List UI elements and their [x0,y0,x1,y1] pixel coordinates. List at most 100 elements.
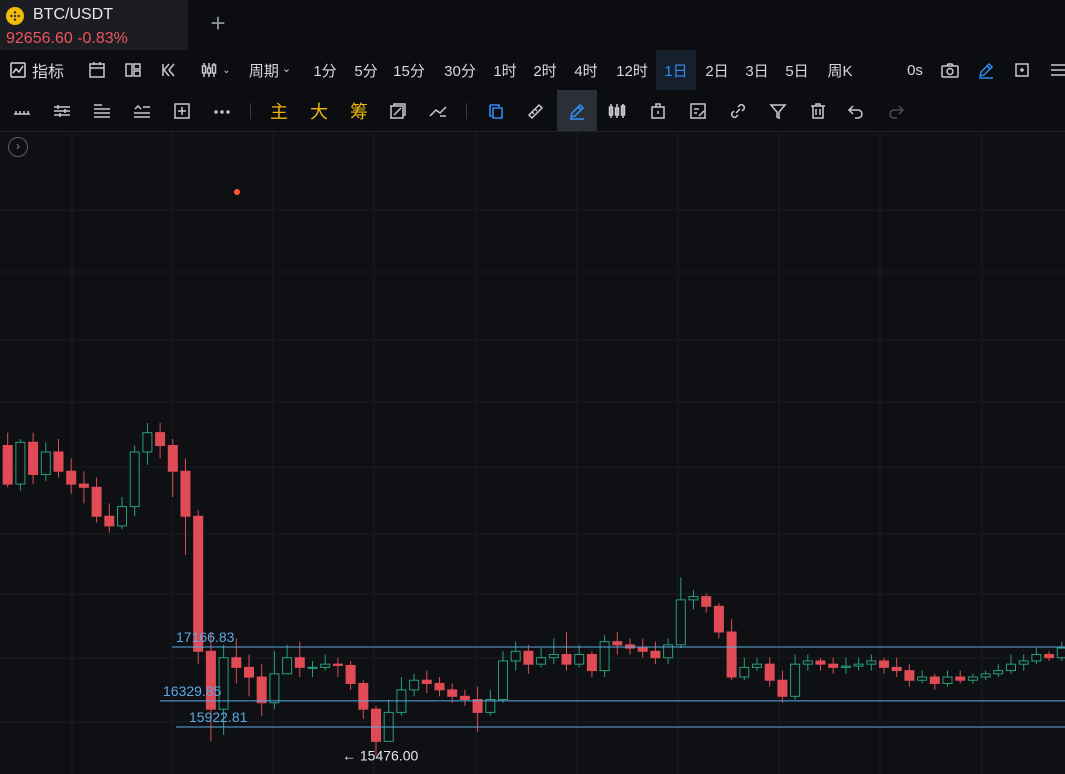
candle [853,657,864,671]
add-tab-button[interactable]: + [210,8,226,38]
trend-line-icon[interactable] [426,90,450,131]
layout-icon[interactable] [122,50,144,90]
candle [459,689,470,706]
candle [688,590,699,610]
trash-icon[interactable] [806,90,830,131]
candle-pattern-icon[interactable] [604,90,630,131]
candle [1006,654,1016,674]
candle [815,657,826,671]
measure-ruler-icon[interactable] [524,90,548,131]
candle [91,477,102,523]
lock-layer-icon[interactable] [646,90,670,131]
interval-12[interactable]: 5日 [785,62,809,80]
candle [66,458,77,494]
candle [117,496,127,530]
interval-13[interactable]: 周K [827,62,853,80]
candle [993,664,1004,678]
calendar-icon[interactable] [86,50,108,90]
pattern-icon[interactable] [130,90,154,131]
link-icon[interactable] [726,90,750,131]
interval-7[interactable]: 4时 [574,62,598,80]
big-order-button[interactable]: 大 [310,101,328,122]
candle [790,654,801,700]
replay-back-icon[interactable] [158,50,180,90]
redo-icon[interactable] [884,90,908,131]
add-window-icon[interactable] [1010,50,1034,90]
candle [371,705,381,756]
chart-grid [0,132,1065,774]
candle [701,593,712,613]
candlestick-chart[interactable]: 17166.83 16329.85 15922.81 ← 15476.00 [0,132,1065,774]
candle [777,670,788,703]
candle [523,644,534,674]
notification-dot [234,189,240,195]
candle [675,577,686,649]
candle [650,641,661,665]
interval-3[interactable]: 15分 [393,62,425,80]
symbol-tab[interactable]: BTC/USDT 92656.60 -0.83% [0,0,188,50]
ruler-icon[interactable] [10,90,34,131]
candle [447,683,458,703]
interval-2[interactable]: 5分 [354,62,378,80]
candle [142,423,153,465]
candle [205,632,216,742]
chart-type-button[interactable]: ⌄ [196,50,234,90]
camera-icon[interactable] [938,50,962,90]
interval-10[interactable]: 2日 [705,62,729,80]
interval-4[interactable]: 30分 [444,62,476,80]
candle [891,657,902,678]
note-icon[interactable] [686,90,710,131]
interval-toolbar: 指标 ⌄ 周期 ⌄ 1分 5分 15分 30分 1时 2时 4时 12时 1日 2日 3日 5日 周K … [0,50,1065,91]
edit-copy-icon[interactable] [386,90,410,131]
candle [269,651,280,710]
interval-5[interactable]: 1时 [493,62,517,80]
candle [345,660,356,690]
candle [663,638,674,665]
candle [498,651,508,703]
interval-1[interactable]: 1分 [313,62,337,80]
candle [739,657,750,681]
chip-distribution-button[interactable]: 筹 [350,101,368,122]
candle [472,686,483,732]
candle [599,635,610,678]
candle [15,439,26,491]
candle [358,680,369,719]
binance-logo-icon [6,7,24,25]
candle [167,439,178,497]
chart-line-icon [8,60,28,80]
candle [2,432,13,488]
candle [78,471,89,504]
interval-9[interactable]: 1日 [656,50,696,90]
candle [434,677,445,697]
interval-8[interactable]: 12时 [616,62,648,80]
candle [548,638,559,665]
interval-11[interactable]: 3日 [745,62,769,80]
candle [561,632,572,671]
candle [244,654,254,697]
main-indicator-button[interactable]: 主 [270,101,288,122]
add-box-icon[interactable] [170,90,194,131]
candle [53,439,64,478]
chevron-down-icon: ⌄ [222,64,231,76]
indicators-button[interactable]: 指标 [8,50,72,90]
sliders-icon[interactable] [50,90,74,131]
undo-icon[interactable] [844,90,868,131]
expand-panel-icon[interactable]: › [8,137,28,157]
low-price-marker: ← 15476.00 [342,748,418,764]
magnet-layer-icon[interactable] [484,90,508,131]
interval-6[interactable]: 2时 [533,62,557,80]
candle [129,445,140,517]
candle [904,664,915,687]
more-icon[interactable] [210,90,234,131]
candle [612,632,623,655]
draw-pencil-icon[interactable] [974,50,998,90]
filter-icon[interactable] [766,90,790,131]
symbol-price-change: 92656.60 -0.83% [6,30,128,48]
candles [2,423,1065,756]
draw-tool-icon[interactable] [557,90,597,131]
candle [625,638,635,655]
indicators-label: 指标 [32,64,65,81]
period-dropdown[interactable]: 周期 ⌄ [244,50,296,90]
menu-icon[interactable] [1046,50,1065,90]
list-icon[interactable] [90,90,114,131]
